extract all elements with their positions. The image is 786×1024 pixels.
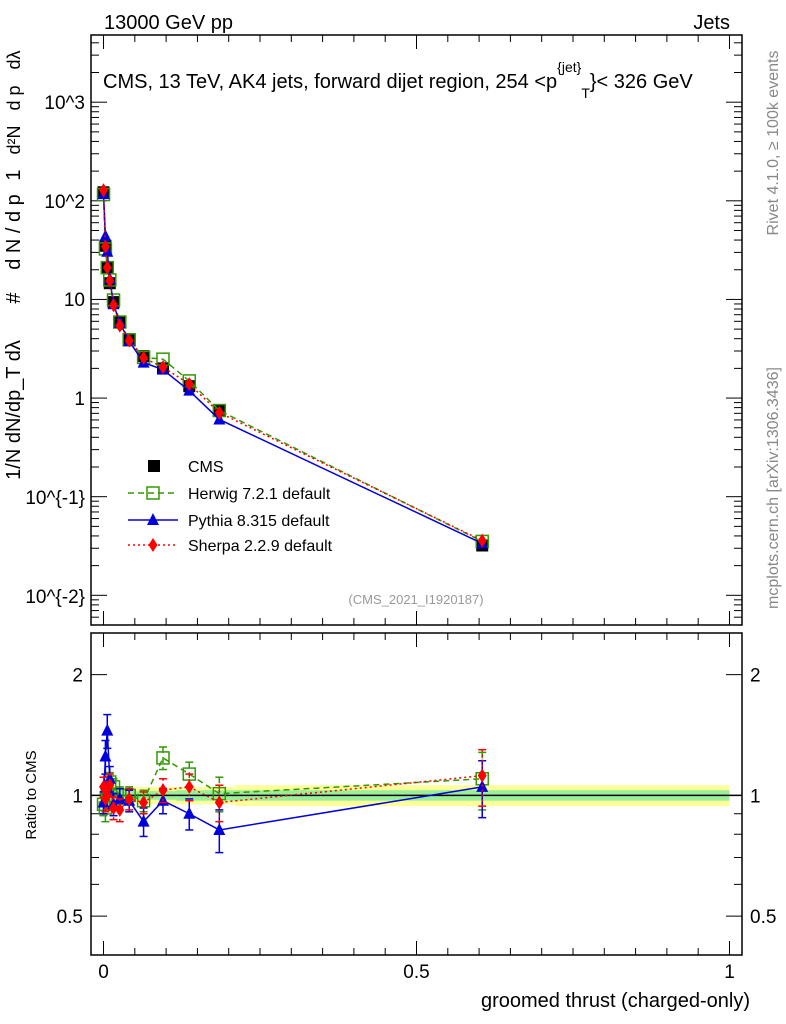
ratio-panel: 0 0.5 1 0.5 0.5 1 1 2 2 [57,632,776,983]
sherpa-ratio-point [102,788,112,803]
chart-title: CMS, 13 TeV, AK4 jets, forward dijet reg… [103,59,693,101]
ylabel-frac2-num: d²N [4,125,24,154]
sherpa-data-point [105,273,115,288]
y-tick-label: 10^{-2} [25,587,85,608]
header-left: 13000 GeV pp [104,12,233,34]
plot-frame [90,34,743,626]
sherpa-ratio-point [109,801,119,816]
ratio-tick-label-right: 2 [750,666,761,687]
ratio-tick-label: 0.5 [57,907,83,928]
title-sub: T [581,85,590,101]
legend-sherpa-label: Sherpa 2.2.9 default [188,538,333,555]
legend-pythia-marker [147,513,159,525]
sherpa-data-point [102,260,112,275]
rivet-label: Rivet 4.1.0, ≥ 100k events [765,51,782,236]
legend-sherpa-marker [148,538,158,552]
sherpa-ratio-point [477,768,487,783]
y-tick-label: 10^2 [44,192,85,213]
ylabel-frac2-den: d p [4,85,24,110]
x-tick-label: 1 [724,962,735,983]
sherpa-data-point [477,533,487,548]
title-end: }< 326 GeV [590,71,694,93]
legend-herwig-label: Herwig 7.2.1 default [188,486,331,503]
pythia-ratio-line [102,730,483,831]
x-tick-label: 0.5 [403,962,429,983]
header-right: Jets [693,12,730,34]
legend-cms-marker [148,460,160,472]
sherpa-data-point [115,318,125,333]
analysis-tag: (CMS_2021_I1920187) [348,592,483,607]
sherpa-data-point [99,183,109,198]
title-text: CMS, 13 TeV, AK4 jets, forward dijet reg… [103,71,557,93]
main-panel [90,34,743,626]
sherpa-ratio-point [115,802,125,817]
sherpa-data-point [158,360,168,375]
ratio-tick-label: 1 [72,786,83,807]
pythia-data-point [101,244,114,257]
herwig-ratio-point [156,751,170,765]
sherpa-ratio-point [184,779,194,794]
sherpa-line [102,190,483,542]
ratio-tick-label-right: 1 [750,786,761,807]
y-axis-title: dλ d p d²N 1 d N / d p # 1/N dN/dp_T dλ [3,50,25,479]
legend-cms-label: CMS [188,459,224,476]
sherpa-ratio-point [124,791,134,806]
pythia-ratio-point [99,749,112,762]
title-sup: {jet} [557,59,581,75]
legend-herwig-marker [146,486,160,500]
y-tick-label: 1 [74,389,85,410]
sherpa-ratio-point [139,795,149,810]
ratio-tick-label-right: 0.5 [750,907,776,928]
ratio-tick-label: 2 [72,666,83,687]
pythia-ratio-point [213,822,226,835]
ylabel-full: 1/N dN/dp_T dλ [3,340,25,480]
pythia-ratio-point [183,806,196,819]
y-tick-label: 10^3 [44,93,85,114]
sherpa-ratio-point [105,778,115,793]
ratio-ylabel: Ratio to CMS [23,750,40,839]
ylabel-dlambda: dλ [4,50,24,69]
sherpa-data-point [214,405,224,420]
x-axis-title: groomed thrust (charged-only) [481,990,750,1012]
mcplots-label: mcplots.cern.ch [arXiv:1306.3436] [765,367,782,609]
sherpa-data-point [109,298,119,313]
legend-pythia-label: Pythia 8.315 default [188,513,330,530]
ylabel-den: d N / d p [3,194,25,270]
sherpa-data-point [184,377,194,392]
y-tick-labels: 10^{-2} 10^{-1} 1 10 10^2 10^3 [25,93,85,608]
pythia-ratio-point [113,791,126,804]
pythia-ratio-point [101,723,114,736]
legend: CMS Herwig 7.2.1 default Pythia 8.315 defa… [128,459,333,555]
pythia-ratio-point [137,814,150,827]
y-tick-label: 10 [64,290,85,311]
ylabel-hash: # [3,292,25,304]
pythia-ratio-point [103,771,116,784]
sherpa-data-point [100,239,110,254]
sherpa-data-point [124,333,134,348]
ylabel-num: 1 [3,169,25,180]
sherpa-ratio-point [214,795,224,810]
sherpa-data-point [139,350,149,365]
sherpa-ratio-point [158,783,168,798]
x-tick-label: 0 [98,962,109,983]
y-tick-label: 10^{-1} [25,488,85,509]
